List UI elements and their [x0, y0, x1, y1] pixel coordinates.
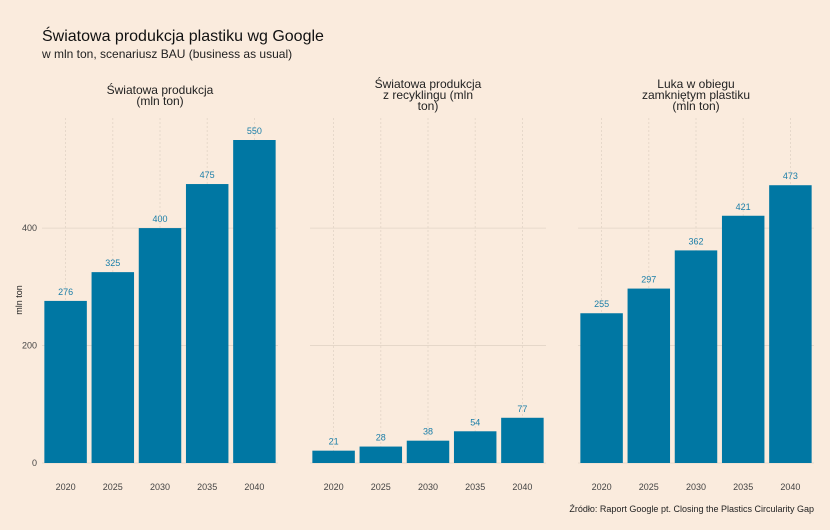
panel-title-line: z recyklingu (mln — [383, 88, 473, 102]
x-tick-label: 2035 — [465, 482, 485, 492]
data-label: 297 — [641, 275, 656, 285]
x-tick-label: 2035 — [733, 482, 753, 492]
bar — [453, 431, 497, 463]
panel-title-line: zamkniętym plastiku — [642, 88, 750, 102]
bar — [91, 272, 135, 463]
bar — [580, 313, 623, 463]
data-label: 475 — [200, 170, 215, 180]
data-label: 400 — [152, 214, 167, 224]
bar — [627, 288, 671, 463]
panel-title-line: Światowa produkcja — [375, 76, 482, 91]
bar — [769, 185, 812, 463]
bar — [44, 300, 87, 463]
bar — [406, 440, 450, 463]
data-label: 473 — [783, 171, 798, 181]
data-label: 255 — [594, 299, 609, 309]
data-label: 325 — [105, 258, 120, 268]
chart-subtitle: w mln ton, scenariusz BAU (business as u… — [42, 47, 293, 61]
data-label: 77 — [517, 404, 527, 414]
bar — [233, 140, 276, 463]
bar — [501, 417, 544, 463]
panel-title-line: Światowa produkcja — [107, 82, 214, 97]
bar — [138, 228, 182, 463]
data-label: 362 — [688, 236, 703, 246]
chart-title: Światowa produkcja plastiku wg Google — [42, 28, 324, 45]
x-tick-label: 2020 — [592, 482, 612, 492]
data-label: 28 — [376, 433, 386, 443]
data-label: 38 — [423, 427, 433, 437]
bar — [312, 450, 355, 463]
x-tick-label: 2025 — [371, 482, 391, 492]
data-label: 276 — [58, 287, 73, 297]
panel-title-line: ton) — [418, 99, 439, 113]
panel-title-line: Luka w obiegu — [657, 77, 734, 91]
x-tick-label: 2040 — [780, 482, 800, 492]
x-tick-label: 2025 — [639, 482, 659, 492]
x-tick-label: 2025 — [103, 482, 123, 492]
data-label: 421 — [736, 202, 751, 212]
y-tick-label: 0 — [32, 458, 37, 468]
data-label: 21 — [329, 437, 339, 447]
x-tick-label: 2020 — [324, 482, 344, 492]
x-tick-label: 2030 — [150, 482, 170, 492]
x-tick-label: 2040 — [512, 482, 532, 492]
y-axis-label: mln ton — [14, 285, 24, 315]
y-tick-label: 400 — [22, 223, 37, 233]
y-tick-label: 200 — [22, 341, 37, 351]
source-note: Źródło: Raport Google pt. Closing the Pl… — [569, 504, 814, 514]
x-tick-label: 2035 — [197, 482, 217, 492]
x-tick-label: 2030 — [686, 482, 706, 492]
panel-title-line: (mln ton) — [672, 99, 719, 113]
x-tick-label: 2020 — [56, 482, 76, 492]
bar — [721, 215, 765, 463]
x-tick-label: 2040 — [244, 482, 264, 492]
bar — [359, 446, 403, 463]
data-label: 54 — [470, 417, 480, 427]
panel-title-line: (mln ton) — [136, 94, 183, 108]
bar — [185, 184, 229, 463]
bar — [674, 250, 718, 463]
data-label: 550 — [247, 126, 262, 136]
x-tick-label: 2030 — [418, 482, 438, 492]
